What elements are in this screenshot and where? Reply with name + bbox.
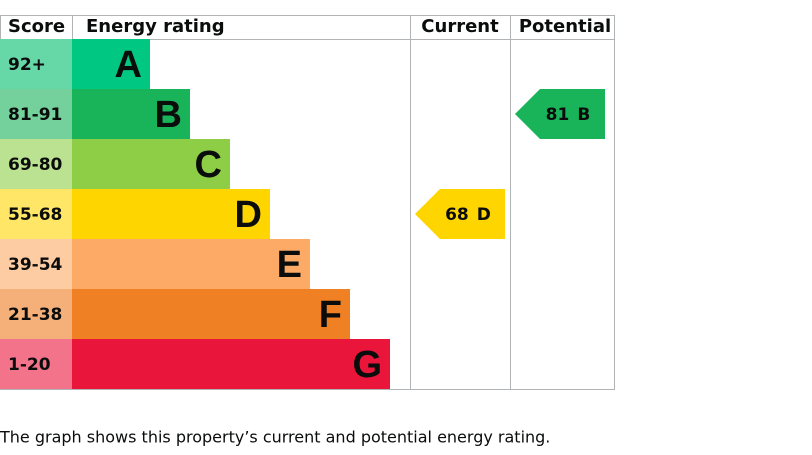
header-rating: Energy rating xyxy=(86,16,225,37)
potential-rating: 81 B xyxy=(515,89,605,139)
score-cell xyxy=(0,189,72,239)
score-cell xyxy=(0,39,72,89)
rating-letter: D xyxy=(235,194,262,236)
score-label: 69-80 xyxy=(8,155,63,175)
rating-band: D xyxy=(477,205,491,225)
rating-bar xyxy=(72,89,190,139)
score-label: 1-20 xyxy=(8,355,51,375)
rating-arrow xyxy=(415,189,505,239)
rating-arrow xyxy=(515,89,605,139)
rating-bar xyxy=(72,239,310,289)
score-label: 39-54 xyxy=(8,255,63,275)
score-label: 21-38 xyxy=(8,305,62,325)
rating-bar xyxy=(72,289,350,339)
score-label: 55-68 xyxy=(8,205,62,225)
score-label: 81-91 xyxy=(8,105,62,125)
score-cell xyxy=(0,289,72,339)
rating-bar xyxy=(72,339,390,389)
score-label: 92+ xyxy=(8,55,46,75)
rating-letter: E xyxy=(277,244,302,286)
header-potential: Potential xyxy=(519,16,611,37)
rating-bar xyxy=(72,189,270,239)
rating-score: 68 xyxy=(445,205,469,225)
score-cell xyxy=(0,89,72,139)
header-current: Current xyxy=(421,16,499,37)
score-cell xyxy=(0,339,72,389)
rating-bar xyxy=(72,39,150,89)
caption: The graph shows this property’s current … xyxy=(0,428,550,447)
rating-letter: A xyxy=(115,44,142,86)
rating-letter: B xyxy=(155,94,182,136)
rating-text: 68 D xyxy=(445,205,491,225)
rating-score: 81 xyxy=(546,105,570,125)
rating-letter: F xyxy=(319,294,342,336)
score-cell xyxy=(0,239,72,289)
rating-bar xyxy=(72,139,230,189)
current-rating: 68 D xyxy=(415,189,505,239)
rating-text: 81 B xyxy=(546,105,591,125)
rating-band: B xyxy=(577,105,590,125)
rating-letter: C xyxy=(195,144,222,186)
rating-letter: G xyxy=(352,344,382,386)
header-score: Score xyxy=(8,16,65,37)
score-cell xyxy=(0,139,72,189)
